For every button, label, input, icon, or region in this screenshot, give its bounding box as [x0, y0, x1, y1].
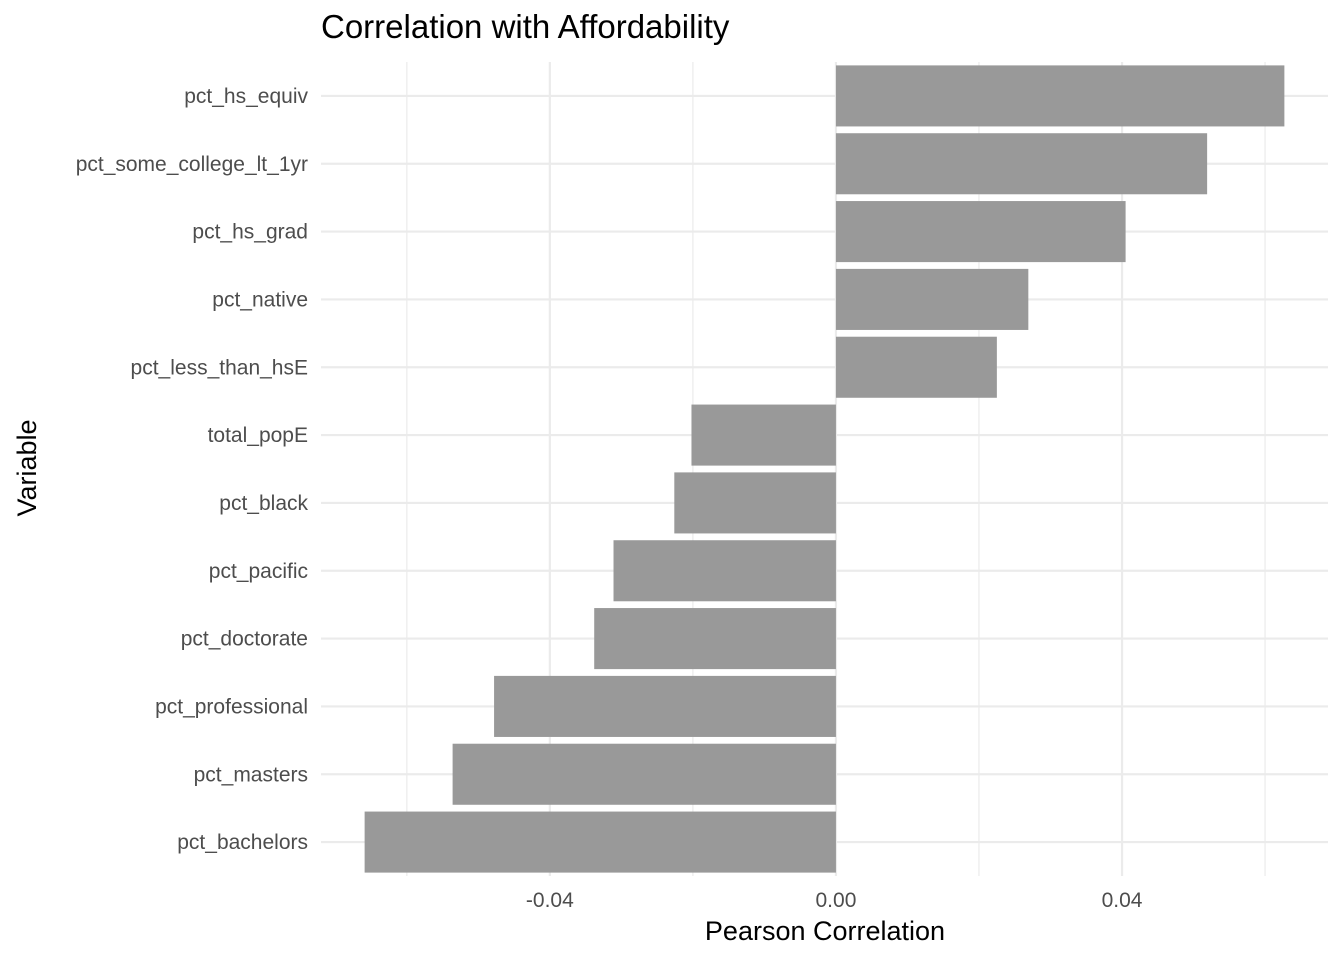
bars	[364, 65, 1285, 873]
x-tick-label: 0.04	[1102, 889, 1143, 912]
y-tick-label: total_popE	[208, 424, 308, 447]
bar-pct-professional	[494, 675, 836, 737]
bar-pct-some-college-lt-1yr	[835, 133, 1208, 195]
bar-pct-masters	[452, 743, 836, 805]
bar-pct-native	[835, 268, 1029, 330]
y-tick-label: pct_bachelors	[177, 831, 308, 854]
bar-pct-doctorate	[594, 608, 836, 670]
x-axis-title: Pearson Correlation	[705, 916, 945, 946]
x-tick-label: 0.00	[816, 889, 857, 912]
y-axis-title: Variable	[12, 419, 42, 516]
x-tick-labels: -0.04 0.00 0.04	[526, 889, 1143, 912]
y-tick-label: pct_hs_equiv	[184, 85, 308, 108]
bar-pct-pacific	[613, 540, 836, 602]
bar-pct-bachelors	[364, 811, 836, 873]
y-tick-label: pct_some_college_lt_1yr	[76, 153, 308, 176]
bar-total-pope	[691, 404, 836, 466]
y-tick-label: pct_native	[212, 288, 308, 311]
bar-pct-black	[674, 472, 836, 534]
bar-pct-less-than-hse	[835, 336, 997, 398]
y-tick-label: pct_less_than_hsE	[131, 356, 308, 379]
bar-pct-hs-grad	[835, 201, 1126, 263]
minor-gridlines	[406, 62, 1266, 876]
y-tick-label: pct_black	[219, 492, 308, 515]
chart-title: Correlation with Affordability	[321, 8, 730, 45]
y-tick-label: pct_pacific	[209, 560, 308, 583]
y-tick-label: pct_professional	[155, 695, 308, 718]
y-tick-label: pct_masters	[194, 763, 308, 786]
y-tick-label: pct_doctorate	[181, 628, 308, 651]
y-tick-labels: pct_hs_equiv pct_some_college_lt_1yr pct_h…	[76, 85, 309, 854]
x-tick-label: -0.04	[526, 889, 574, 912]
y-tick-label: pct_hs_grad	[192, 221, 308, 244]
bar-pct-hs-equiv	[835, 65, 1285, 127]
